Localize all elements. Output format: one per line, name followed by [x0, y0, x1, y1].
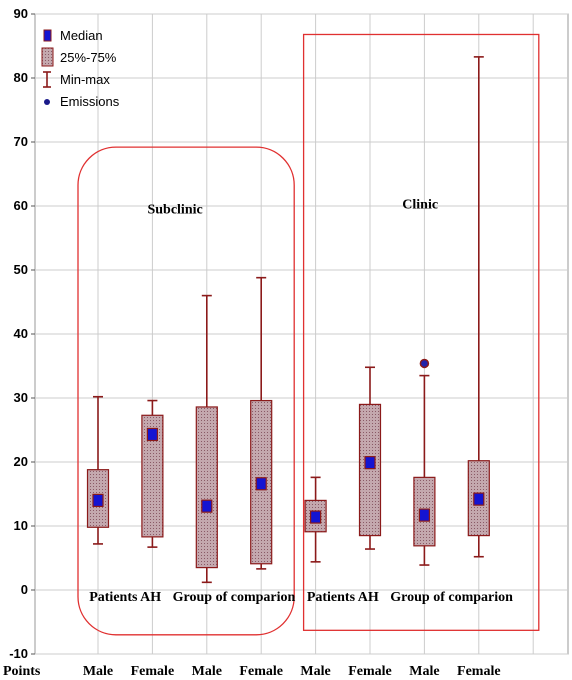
- boxes: [86, 56, 490, 584]
- y-tick-label: 30: [14, 390, 28, 405]
- legend-median-swatch: [43, 29, 52, 42]
- region-label: Clinic: [402, 198, 438, 213]
- region-frame: [302, 33, 540, 631]
- legend-label: Min-max: [60, 72, 110, 87]
- box-iqr: [358, 403, 382, 537]
- y-tick-label: 90: [14, 6, 28, 21]
- legend-label: Median: [60, 28, 103, 43]
- legend-label: Emissions: [60, 94, 120, 109]
- median-marker: [201, 499, 213, 513]
- legend-iqr-swatch: [41, 47, 54, 67]
- y-tick-label: 50: [14, 262, 28, 277]
- legend-emissions-swatch: [44, 99, 50, 105]
- median-marker: [310, 510, 322, 524]
- subgroup-label: Group of comparion: [390, 590, 513, 605]
- x-tick-label: Female: [348, 664, 392, 679]
- outlier-point: [419, 358, 430, 369]
- region-label: Subclinic: [147, 203, 202, 218]
- legend-label: 25%-75%: [60, 50, 117, 65]
- region-frame: [77, 146, 295, 636]
- y-tick-label: 70: [14, 134, 28, 149]
- x-tick-label: Female: [239, 664, 283, 679]
- y-tick-label: 0: [21, 582, 28, 597]
- median-marker: [255, 477, 267, 491]
- region-frames: Subclinic Clinic Patients AH Group of compa…: [77, 33, 540, 636]
- x-axis-label: Points: [3, 664, 41, 679]
- subgroup-label: Patients AH: [89, 590, 161, 605]
- subgroup-label: Patients AH: [307, 590, 379, 605]
- median-marker: [418, 508, 430, 522]
- legend: Median 25%-75% Min-max Emissions: [41, 28, 120, 109]
- x-tick-label: Male: [300, 664, 330, 679]
- x-tick-label: Male: [409, 664, 439, 679]
- x-tick-label: Female: [457, 664, 501, 679]
- median-marker: [92, 493, 104, 507]
- subgroup-label: Group of comparion: [173, 590, 296, 605]
- y-tick-label: 20: [14, 454, 28, 469]
- y-tick-label: 80: [14, 70, 28, 85]
- y-tick-label: 60: [14, 198, 28, 213]
- x-axis: Points Male Female Male Female Male Female Male…: [3, 664, 501, 679]
- box-iqr: [141, 414, 164, 538]
- y-tick-label: -10: [9, 646, 28, 661]
- x-tick-label: Male: [83, 664, 113, 679]
- y-tick-label: 10: [14, 518, 28, 533]
- median-marker: [473, 492, 485, 506]
- x-tick-label: Male: [192, 664, 222, 679]
- x-tick-label: Female: [131, 664, 175, 679]
- median-marker: [364, 456, 376, 470]
- y-axis: -10 0 10 20 30 40 50 60 70 80 90: [9, 6, 35, 661]
- median-marker: [146, 427, 158, 442]
- box-iqr: [195, 406, 218, 569]
- y-tick-label: 40: [14, 326, 28, 341]
